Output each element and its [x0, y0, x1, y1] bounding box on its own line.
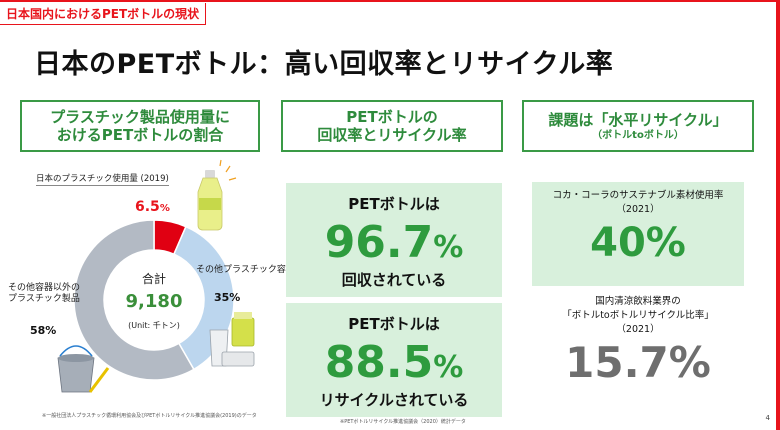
bottle-label-shape	[199, 198, 221, 210]
pet-share-number: 6.5	[135, 199, 160, 215]
footnote-left: ※一般社団法人プラスチック循環利用協会及びPETボトルリサイクル推進協議会(20…	[42, 413, 257, 419]
cocacola-label: コカ・コーラのサステナブル素材使用率	[552, 190, 724, 201]
recycling-sub: リサイクルされている	[319, 391, 469, 409]
header-collection-recycling: PETボトルの 回収率とリサイクル率	[281, 100, 503, 152]
donut-center-unit: (Unit: 千トン)	[128, 321, 180, 330]
label-other-containers: その他プラスチック容器	[196, 265, 295, 275]
header-horizontal-recycling: 課題は「水平リサイクル」 （ボトルtoボトル）	[522, 100, 754, 152]
industry-year: （2021）	[616, 324, 660, 335]
collection-label: PETボトルは	[348, 195, 440, 213]
breadcrumb: 日本国内におけるPETボトルの現状	[0, 3, 207, 25]
industry-line1: 国内清涼飲料業界の	[595, 296, 681, 307]
collection-rate-number: 96.7	[324, 217, 434, 268]
header-plastic-share-line2: おけるPETボトルの割合	[56, 126, 224, 144]
right-accent-bar	[776, 0, 780, 430]
label-other-products: その他容器以外の プラスチック製品	[8, 283, 80, 306]
industry-line2: 「ボトルtoボトルリサイクル比率」	[562, 310, 714, 321]
recycling-rate-value: 88.5%	[286, 337, 502, 388]
donut-slice-other-products	[73, 219, 195, 381]
cocacola-sustainable-box: コカ・コーラのサステナブル素材使用率 （2021） 40%	[532, 182, 744, 286]
pet-share-value: 6.5%	[135, 199, 170, 215]
recycling-rate-number: 88.5	[324, 337, 434, 388]
collection-rate-value: 96.7%	[286, 217, 502, 268]
slide-title: 日本のPETボトル：高い回収率とリサイクル率	[34, 49, 614, 80]
header-plastic-share: プラスチック製品使用量に おけるPETボトルの割合	[20, 100, 260, 152]
footnote-middle: ※PETボトルリサイクル推進協議会（2020）統計データ	[340, 419, 466, 425]
collection-rate-unit: %	[433, 230, 464, 265]
header-plastic-share-line1: プラスチック製品使用量に	[50, 108, 230, 126]
containers-illustration	[209, 312, 255, 367]
industry-ratio-block: 国内清涼飲料業界の 「ボトルtoボトルリサイクル比率」 （2021） 15.7%	[532, 296, 744, 416]
chart-title: 日本のプラスチック使用量 (2019)	[36, 174, 169, 186]
industry-value: 15.7%	[565, 338, 711, 387]
donut-center-label: 合計	[141, 272, 166, 286]
header-collection-line1: PETボトルの	[346, 108, 438, 126]
top-accent-bar	[0, 0, 780, 2]
cocacola-value: 40%	[590, 220, 686, 266]
recycling-label: PETボトルは	[348, 315, 440, 333]
donut-center-value: 9,180	[125, 291, 183, 312]
pet-bottle-illustration	[197, 159, 237, 231]
other-containers-value: 35%	[214, 291, 241, 304]
label-other-products-line1: その他容器以外の	[8, 283, 81, 293]
cocacola-year: （2021）	[616, 204, 660, 215]
bottle-cap-shape	[205, 170, 215, 178]
header-horizontal-sub: （ボトルtoボトル）	[592, 129, 684, 141]
collection-rate-box: PETボトルは 96.7% 回収されている	[286, 183, 502, 297]
other-products-value: 58%	[30, 324, 57, 337]
bucket-illustration	[57, 345, 110, 393]
header-collection-line2: 回収率とリサイクル率	[317, 126, 467, 144]
label-other-products-line2: プラスチック製品	[8, 294, 80, 305]
collection-sub: 回収されている	[341, 271, 447, 289]
header-horizontal-line1: 課題は「水平リサイクル」	[548, 110, 728, 129]
recycling-rate-unit: %	[433, 350, 464, 385]
page-number: 4	[765, 414, 770, 422]
recycling-rate-box: PETボトルは 88.5% リサイクルされている	[286, 303, 502, 417]
pet-share-unit: %	[159, 203, 170, 214]
